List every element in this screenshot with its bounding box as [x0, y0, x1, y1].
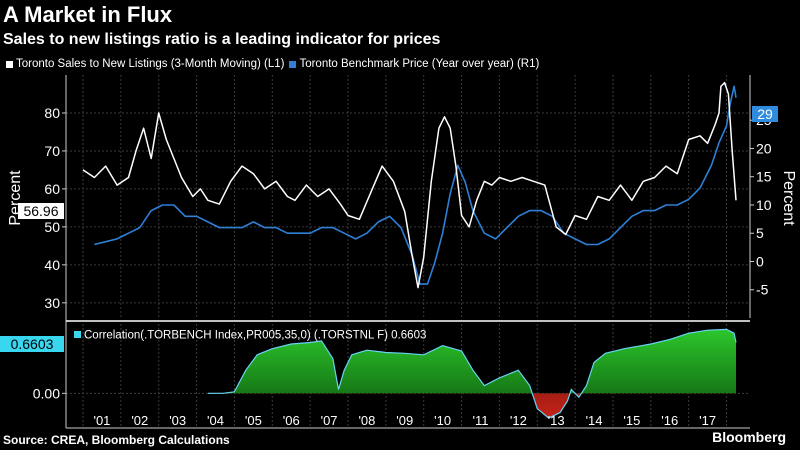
x-tick-label: '06 — [283, 413, 300, 428]
left-tick-label: 50 — [44, 219, 60, 235]
correlation-value-badge — [0, 336, 64, 352]
x-tick-label: '08 — [358, 413, 375, 428]
legend-label-price: Toronto Benchmark Price (Year over year)… — [299, 58, 540, 70]
x-tick-label: '10 — [434, 413, 451, 428]
x-tick-label: '16 — [661, 413, 678, 428]
axes — [62, 75, 754, 429]
x-tick-label: '09 — [396, 413, 413, 428]
price-value-badge-label: 29 — [757, 106, 773, 122]
correlation-area-negative — [532, 393, 582, 418]
x-tick-label: '13 — [548, 413, 565, 428]
right-tick-label: 5 — [756, 225, 764, 241]
right-tick-label: 0 — [756, 253, 764, 269]
x-tick-label: '07 — [321, 413, 338, 428]
legend-item-sales: Toronto Sales to New Listings (3-Month M… — [6, 58, 284, 70]
price-value-badge — [752, 106, 778, 122]
chart-title: A Market in Flux — [3, 2, 173, 27]
axis-labels: 304050607080-50510152025PercentPercent'0… — [0, 105, 797, 428]
correlation-line — [207, 328, 737, 419]
correlation-area-positive — [207, 329, 736, 394]
legend-label-sales: Toronto Sales to New Listings (3-Month M… — [16, 58, 285, 70]
x-tick-label: '05 — [245, 413, 262, 428]
sales-value-badge-label: 56.96 — [23, 203, 58, 219]
x-tick-label: '17 — [699, 413, 716, 428]
legend-item-price: Toronto Benchmark Price (Year over year)… — [289, 58, 539, 70]
left-tick-label: 70 — [44, 143, 60, 159]
left-tick-label: 30 — [44, 295, 60, 311]
x-tick-label: '15 — [623, 413, 640, 428]
right-axis-title: Percent — [780, 170, 797, 226]
left-tick-label: 80 — [44, 105, 60, 121]
source-note: Source: CREA, Bloomberg Calculations — [3, 433, 230, 447]
chart-subtitle: Sales to new listings ratio is a leading… — [3, 31, 441, 48]
left-tick-label: 40 — [44, 257, 60, 273]
correlation-value-badge-label: 0.6603 — [11, 336, 54, 352]
x-tick-label: '01 — [93, 413, 110, 428]
x-tick-label: '04 — [207, 413, 224, 428]
legend-swatch-sales — [6, 60, 13, 68]
right-tick-label: 10 — [756, 197, 772, 213]
right-tick-label: 15 — [756, 169, 772, 185]
x-tick-label: '12 — [510, 413, 527, 428]
correlation-area — [207, 328, 737, 419]
series-line-price — [94, 85, 737, 285]
brand-logo: Bloomberg — [712, 429, 786, 445]
legend-swatch-price — [289, 60, 297, 68]
upper-grid — [66, 75, 750, 318]
x-tick-label: '14 — [586, 413, 603, 428]
lower-tick-label: 0.00 — [33, 385, 60, 401]
x-tick-label: '02 — [131, 413, 148, 428]
correlation-legend-label: Correlation(.TORBENCH Index,PR005,35,0) … — [84, 330, 426, 342]
sales-value-badge — [18, 203, 64, 219]
correlation-legend-swatch — [74, 331, 81, 338]
legend: Toronto Sales to New Listings (3-Month M… — [6, 58, 544, 70]
left-tick-label: 60 — [44, 181, 60, 197]
right-tick-label: 20 — [756, 140, 772, 156]
x-tick-label: '11 — [472, 413, 488, 428]
series-lines — [82, 81, 737, 289]
right-tick-label: -5 — [756, 282, 769, 298]
series-line-sales — [82, 81, 737, 289]
x-tick-label: '03 — [169, 413, 186, 428]
